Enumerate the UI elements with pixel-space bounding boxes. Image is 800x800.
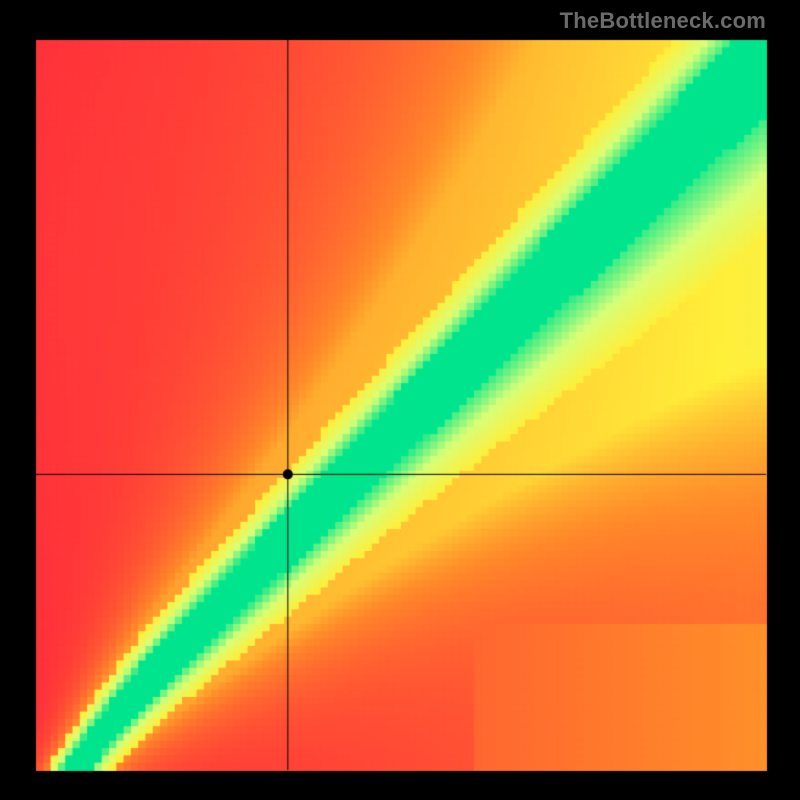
chart-container: TheBottleneck.com	[0, 0, 800, 800]
bottleneck-heatmap	[0, 0, 800, 800]
watermark-text: TheBottleneck.com	[560, 8, 766, 34]
